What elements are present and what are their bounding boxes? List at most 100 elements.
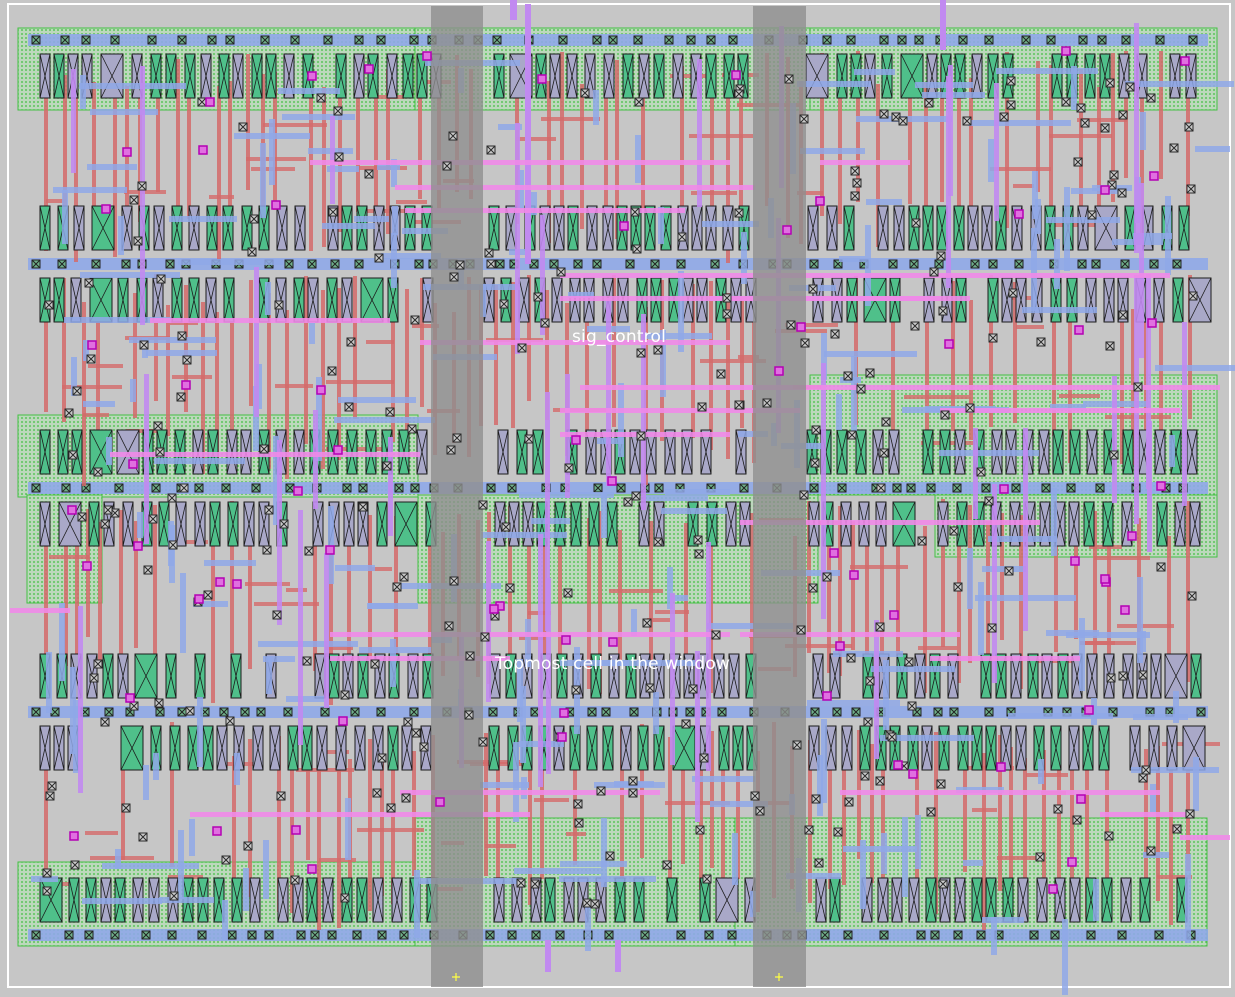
contact-cross [133,236,143,246]
rail-contact-cross [285,483,295,493]
rail-contact-cross [60,35,70,45]
transistor-cross [416,429,428,475]
transistor-cross [862,653,874,699]
contact-cross [962,116,972,126]
contact-cross [1109,450,1119,460]
contact-cross [1104,831,1114,841]
metal3-route [740,632,960,637]
transistor-cross [184,53,196,99]
via [125,693,135,703]
metal1-route [525,619,531,667]
cell-boundary [7,3,1231,988]
transistor-cross [287,725,299,771]
rail-contact-cross [399,930,409,940]
poly-gate [75,508,79,656]
metal1-route [866,199,902,205]
contact-cross [72,386,82,396]
poly-gate [170,722,174,867]
metal1-route [159,897,214,903]
contact-cross [167,493,177,503]
rail-contact-cross [240,707,250,717]
transistor-cross [1190,653,1202,699]
transistor-cross [222,205,234,251]
metal2-route [71,69,76,173]
poly-gate [1156,746,1160,901]
rail-contact-cross [50,707,60,717]
metal1-route [1150,784,1156,812]
poly-gate [681,728,685,864]
contact-cross [225,716,235,726]
contact-cross [153,421,163,431]
contact-cross [42,886,52,896]
cell-name-label[interactable]: Topmost cell in the window [495,654,731,674]
contact-cross [1169,143,1179,153]
poly-route [921,441,983,445]
metal1-route [996,68,1098,74]
contact-cross [129,195,139,205]
transistor-cross [522,501,534,547]
rail-contact-cross [640,930,650,940]
poly-route [516,137,556,141]
metal1-route [1165,196,1171,275]
rail-contact-cross [167,930,177,940]
rail-contact-cross [728,35,738,45]
transistor-cross [807,205,819,251]
metal1-route [82,898,162,904]
transistor-cross [343,501,355,547]
rail-contact-cross [1188,35,1198,45]
metal2-pin [525,4,531,264]
contact-cross [843,371,853,381]
rail-contact-cross [906,483,916,493]
contact-cross [926,807,936,817]
poly-route [785,323,838,327]
metal2-pin [545,940,551,972]
transistor-cross [1122,429,1134,475]
via [1061,46,1071,56]
contact-cross [1072,815,1082,825]
poly-gate [347,515,351,675]
transistor-cross [1069,429,1081,475]
contact-cross [505,583,515,593]
contact-cross [486,259,496,269]
poly-gate [838,68,842,224]
contact-cross [850,166,860,176]
metal3-route [190,812,530,817]
transistor-cross [588,501,600,547]
rail-contact-cross [91,259,101,269]
transistor-cross [672,725,696,771]
via [1070,556,1080,566]
poly-gate [1005,52,1009,228]
poly-route [485,844,516,848]
transistor-cross [505,653,517,699]
metal1-route [786,873,841,879]
metal1-route [265,282,271,315]
rail-contact-cross [549,259,559,269]
transistor-cross [850,53,862,99]
rail-contact-cross [976,930,986,940]
contact-cross [988,333,998,343]
contact-cross [524,434,534,444]
contact-cross [480,632,490,642]
contact-cross [863,717,873,727]
metal1-route [169,216,237,222]
contact-cross [533,292,543,302]
metal2-route [277,440,282,625]
transistor-cross [39,501,51,547]
metal1-route [521,777,527,799]
poly-route [1026,773,1068,777]
rail-contact-cross [988,259,998,269]
contact-cross [811,425,821,435]
metal1-route [871,666,955,672]
rail-contact-cross [633,35,643,45]
poly-route [46,199,66,203]
net-label[interactable]: sig_control [572,327,666,347]
contact-cross [796,625,806,635]
contact-cross [1118,671,1128,681]
transistor-cross [637,725,649,771]
rail-contact-cross [909,259,919,269]
metal1-route [668,595,688,601]
contact-cross [830,329,840,339]
poly-gate [1042,750,1046,901]
